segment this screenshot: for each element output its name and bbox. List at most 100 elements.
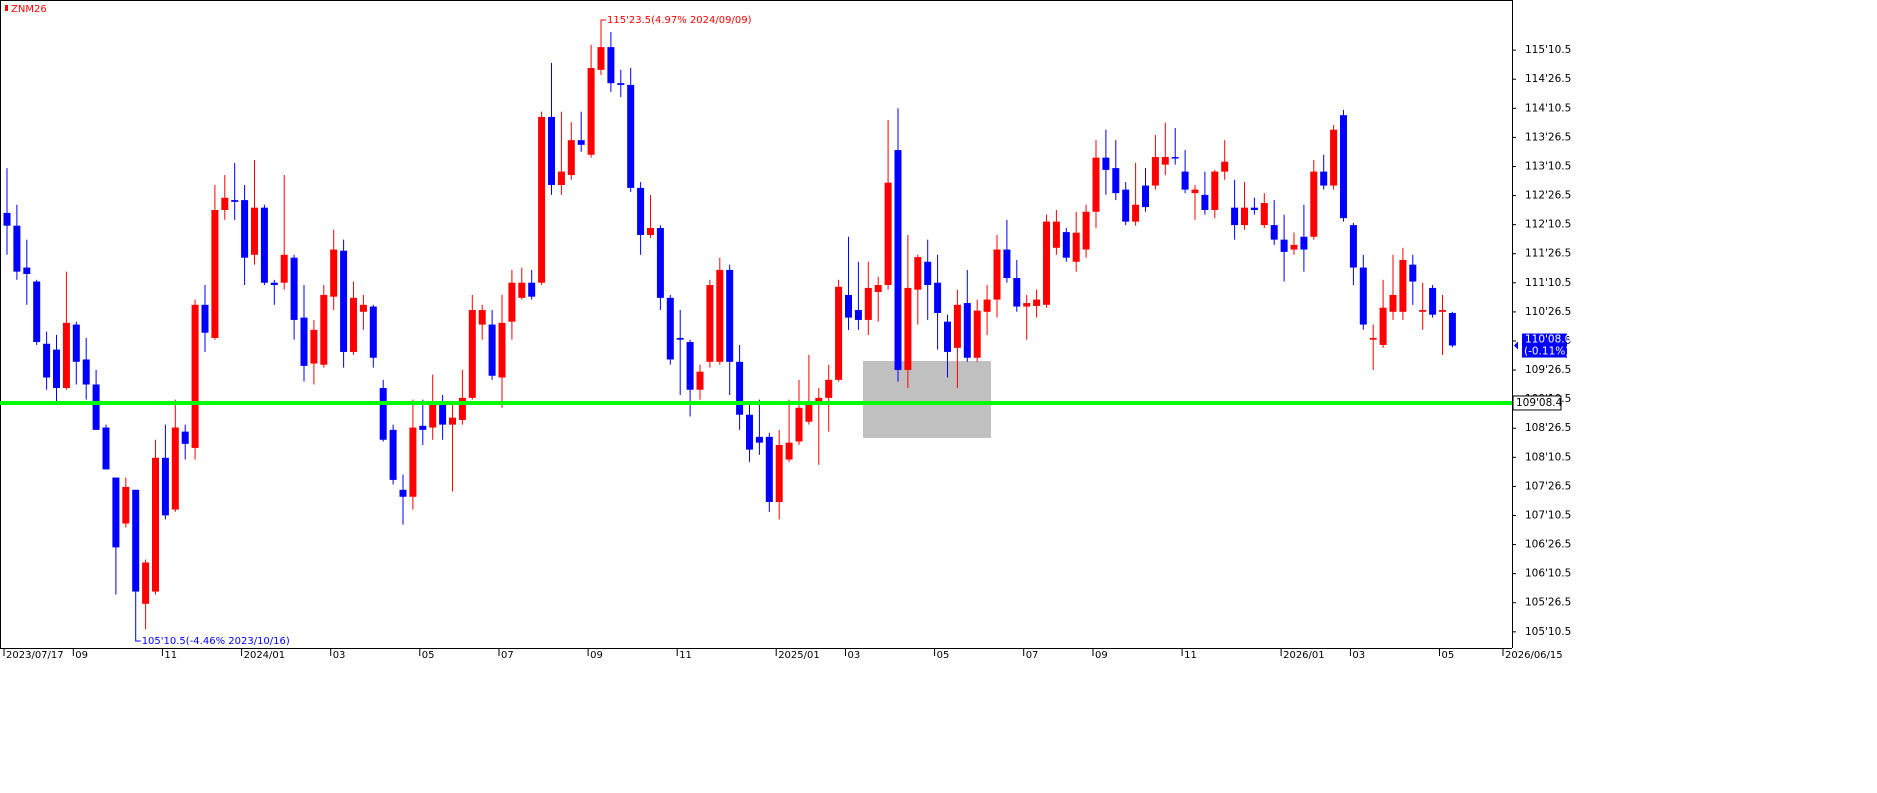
candle-body bbox=[399, 489, 407, 497]
candle-body bbox=[1072, 232, 1080, 262]
candle-body bbox=[1260, 203, 1268, 226]
y-tick-label: 109'26.5 bbox=[1525, 364, 1571, 376]
candle-body bbox=[627, 84, 635, 188]
candle-body bbox=[419, 425, 427, 430]
candle-body bbox=[587, 68, 595, 155]
candle-body bbox=[1122, 189, 1130, 222]
candle-body bbox=[755, 436, 763, 443]
y-tick-label: 111'10.5 bbox=[1525, 277, 1571, 289]
x-tick-label: 09 bbox=[1095, 650, 1108, 661]
candle-body bbox=[3, 212, 11, 226]
candle-body bbox=[835, 286, 843, 380]
candle-body bbox=[1231, 207, 1239, 226]
x-tick-label: 05 bbox=[422, 650, 435, 661]
candle-body bbox=[746, 414, 753, 450]
candle-body bbox=[993, 249, 1001, 300]
candle-body bbox=[726, 269, 734, 362]
candle-body bbox=[300, 317, 308, 366]
candle-body bbox=[201, 304, 209, 333]
candle-body bbox=[310, 329, 318, 364]
candle-body bbox=[92, 384, 100, 430]
candle-body bbox=[1448, 312, 1456, 346]
candle-body bbox=[1132, 204, 1140, 222]
candle-body bbox=[1290, 244, 1298, 250]
candle-body bbox=[1043, 221, 1050, 305]
candle-body bbox=[577, 140, 585, 145]
candle-body bbox=[1359, 267, 1367, 325]
candle-body bbox=[142, 562, 150, 604]
candle-body bbox=[478, 310, 486, 325]
y-tick-label: 108'10.5 bbox=[1525, 451, 1571, 463]
reference-label-box bbox=[1512, 395, 1562, 411]
candle-body bbox=[1419, 310, 1427, 312]
candle-body bbox=[1221, 161, 1229, 172]
candle-body bbox=[1409, 264, 1417, 282]
candle-body bbox=[191, 304, 199, 448]
candle-body bbox=[1181, 171, 1189, 190]
candle-body bbox=[102, 427, 110, 470]
candle-body bbox=[518, 282, 526, 298]
candle-body bbox=[1320, 171, 1328, 186]
candle-body bbox=[874, 285, 882, 293]
x-tick-label: 03 bbox=[1352, 650, 1365, 661]
candle-body bbox=[845, 294, 852, 318]
candle-body bbox=[696, 371, 704, 390]
candle-body bbox=[369, 306, 377, 358]
candle-body bbox=[805, 402, 813, 422]
candle-body bbox=[439, 402, 447, 425]
candle-body bbox=[251, 207, 258, 255]
candle-body bbox=[112, 477, 120, 548]
candle-body bbox=[864, 287, 872, 320]
x-tick-label: 2024/01 bbox=[244, 650, 286, 661]
x-axis-end-label: 2026/06/15 bbox=[1505, 650, 1563, 661]
y-tick-label: 113'26.5 bbox=[1525, 131, 1571, 143]
y-tick-label: 108'26.5 bbox=[1525, 422, 1571, 434]
annotation-leader bbox=[600, 19, 606, 27]
x-tick-label: 11 bbox=[679, 650, 692, 661]
candle-body bbox=[1310, 171, 1318, 237]
candle-body bbox=[320, 294, 328, 365]
y-tick-label: 106'10.5 bbox=[1525, 568, 1571, 580]
candle-body bbox=[1151, 157, 1159, 186]
x-tick-label: 09 bbox=[75, 650, 88, 661]
last-price-change: (-0.11%) bbox=[1524, 346, 1569, 358]
candle-body bbox=[280, 254, 288, 283]
candle-body bbox=[241, 200, 249, 258]
x-tick-label: 07 bbox=[1026, 650, 1039, 661]
candle-body bbox=[359, 304, 367, 312]
candle-body bbox=[33, 281, 41, 343]
candle-body bbox=[1300, 236, 1308, 250]
candle-body bbox=[706, 285, 714, 362]
candle-body bbox=[161, 457, 169, 516]
candle-body bbox=[1191, 189, 1199, 194]
candle-body bbox=[488, 324, 496, 376]
candle-body bbox=[1171, 157, 1179, 159]
candle-body bbox=[1250, 207, 1258, 210]
x-tick-label: 2023/07/17 bbox=[6, 650, 64, 661]
low-annotation: 105'10.5(-4.46% 2023/10/16) bbox=[142, 636, 290, 647]
high-annotation: 115'23.5(4.97% 2024/09/09) bbox=[607, 15, 752, 26]
y-tick-label: 114'26.5 bbox=[1525, 73, 1571, 85]
candle-body bbox=[924, 261, 932, 286]
x-tick-label: 2026/01 bbox=[1283, 650, 1325, 661]
candle-body bbox=[1161, 157, 1169, 165]
y-tick-label: 111'26.5 bbox=[1525, 248, 1571, 260]
y-tick-label: 105'26.5 bbox=[1525, 597, 1571, 609]
candle-body bbox=[350, 297, 357, 352]
y-tick-label: 106'26.5 bbox=[1525, 539, 1571, 551]
x-tick-label: 05 bbox=[1442, 650, 1455, 661]
candle-body bbox=[23, 267, 31, 274]
candle-body bbox=[340, 250, 348, 352]
candle-body bbox=[429, 402, 437, 428]
candle-body bbox=[468, 310, 476, 398]
candle-body bbox=[1052, 221, 1060, 248]
candle-body bbox=[765, 436, 773, 502]
candle-body bbox=[181, 431, 189, 444]
candle-body bbox=[211, 209, 219, 338]
candle-body bbox=[1062, 232, 1070, 258]
candle-body bbox=[1033, 299, 1041, 306]
candle-body bbox=[1201, 194, 1209, 210]
candle-body bbox=[1013, 278, 1021, 307]
candle-body bbox=[1429, 287, 1437, 315]
